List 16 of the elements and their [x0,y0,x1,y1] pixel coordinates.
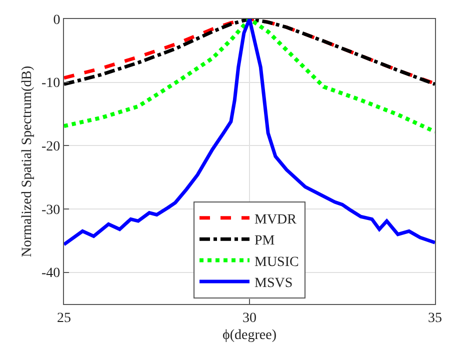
y-tick-label: 0 [53,12,60,28]
legend-label: MVDR [254,212,298,228]
legend-label: MSVS [254,276,293,291]
y-tick-label: -10 [42,76,60,92]
line-series [64,19,435,246]
x-tick-label: 35 [428,310,442,326]
x-tick-label: 30 [242,310,256,326]
x-tick-label: 25 [57,310,71,326]
legend-label: MUSIC [254,254,299,270]
y-tick-label: -20 [42,140,60,155]
y-tick-label: -40 [42,266,60,282]
x-axis-title: ϕ(degree) [222,328,277,344]
line-series [64,19,435,134]
y-tick-label: -30 [42,202,60,218]
y-axis-title: Normalized Spatial Spectrum(dB) [20,66,36,258]
legend-label: PM [254,234,276,249]
